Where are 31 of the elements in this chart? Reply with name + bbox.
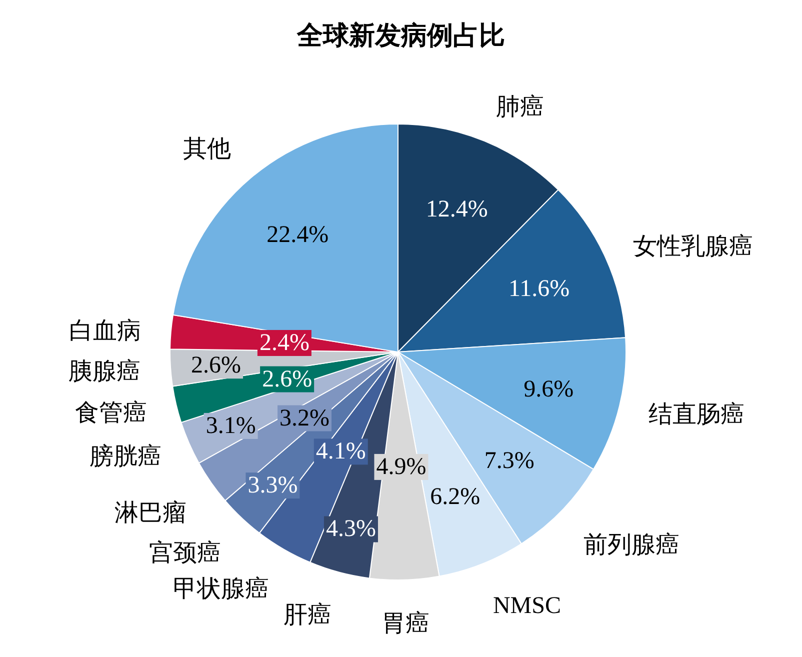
- slice-label: 胃癌: [381, 610, 430, 637]
- data-label: 3.2%: [280, 405, 330, 432]
- data-label: 2.4%: [259, 330, 310, 356]
- slice-label: 肺癌: [496, 93, 544, 120]
- data-label: 6.2%: [430, 484, 480, 510]
- data-label: 22.4%: [266, 222, 329, 248]
- data-label: 3.3%: [248, 472, 298, 499]
- slice-label: 结直肠癌: [648, 401, 745, 428]
- data-label: 3.1%: [206, 412, 256, 439]
- slice-label: 其他: [183, 136, 232, 162]
- data-label: 7.3%: [484, 448, 534, 474]
- data-label: 4.9%: [376, 454, 426, 480]
- slice-label: 宫颈癌: [148, 540, 221, 567]
- data-label: 2.6%: [262, 366, 312, 392]
- data-label: 4.1%: [316, 438, 366, 465]
- data-label: 12.4%: [426, 196, 488, 223]
- slice-label: 淋巴瘤: [114, 500, 186, 527]
- chart-title: 全球新发病例占比: [296, 21, 505, 50]
- slice-label: 肝癌: [283, 601, 332, 628]
- slice-label: 膀胱癌: [90, 443, 162, 470]
- data-label: 9.6%: [524, 376, 574, 403]
- legend-label: 胰腺癌: [68, 358, 141, 385]
- slice-label: NMSC: [492, 592, 562, 619]
- slice-label: 甲状腺癌: [172, 575, 269, 602]
- data-label: 11.6%: [508, 276, 570, 302]
- slice-label: 白血病: [69, 318, 141, 344]
- slice-label: 女性乳腺癌: [632, 233, 753, 260]
- data-label: 2.6%: [191, 352, 242, 379]
- slice-label: 前列腺癌: [583, 532, 680, 559]
- slice-label: 食管癌: [74, 399, 147, 426]
- data-label: 4.3%: [326, 516, 376, 542]
